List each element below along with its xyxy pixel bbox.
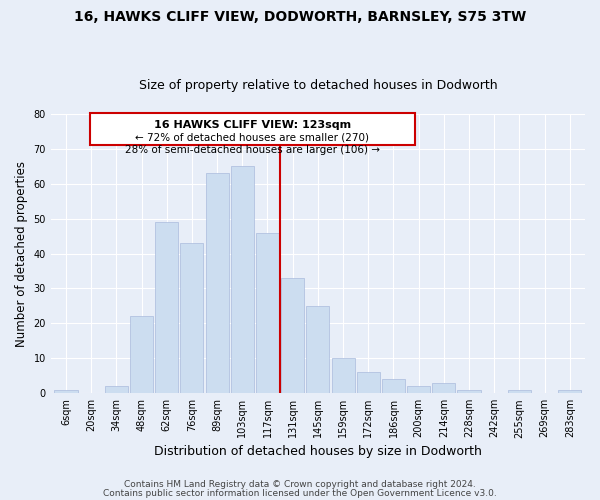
Bar [206, 174, 229, 393]
Bar [281, 278, 304, 393]
Title: Size of property relative to detached houses in Dodworth: Size of property relative to detached ho… [139, 79, 497, 92]
Bar [105, 386, 128, 393]
Text: Contains HM Land Registry data © Crown copyright and database right 2024.: Contains HM Land Registry data © Crown c… [124, 480, 476, 489]
Y-axis label: Number of detached properties: Number of detached properties [15, 160, 28, 346]
Text: 16, HAWKS CLIFF VIEW, DODWORTH, BARNSLEY, S75 3TW: 16, HAWKS CLIFF VIEW, DODWORTH, BARNSLEY… [74, 10, 526, 24]
Bar [155, 222, 178, 393]
Bar [130, 316, 153, 393]
Bar [457, 390, 481, 393]
Bar [508, 390, 531, 393]
Bar [307, 306, 329, 393]
Bar [407, 386, 430, 393]
Bar [231, 166, 254, 393]
Bar [382, 379, 405, 393]
Bar [181, 243, 203, 393]
X-axis label: Distribution of detached houses by size in Dodworth: Distribution of detached houses by size … [154, 444, 482, 458]
Text: 16 HAWKS CLIFF VIEW: 123sqm: 16 HAWKS CLIFF VIEW: 123sqm [154, 120, 351, 130]
Text: ← 72% of detached houses are smaller (270): ← 72% of detached houses are smaller (27… [136, 133, 370, 143]
Bar [432, 382, 455, 393]
Text: Contains public sector information licensed under the Open Government Licence v3: Contains public sector information licen… [103, 488, 497, 498]
Bar [332, 358, 355, 393]
Bar [357, 372, 380, 393]
Text: 28% of semi-detached houses are larger (106) →: 28% of semi-detached houses are larger (… [125, 145, 380, 155]
Bar [558, 390, 581, 393]
Bar [55, 390, 77, 393]
Bar [256, 232, 279, 393]
